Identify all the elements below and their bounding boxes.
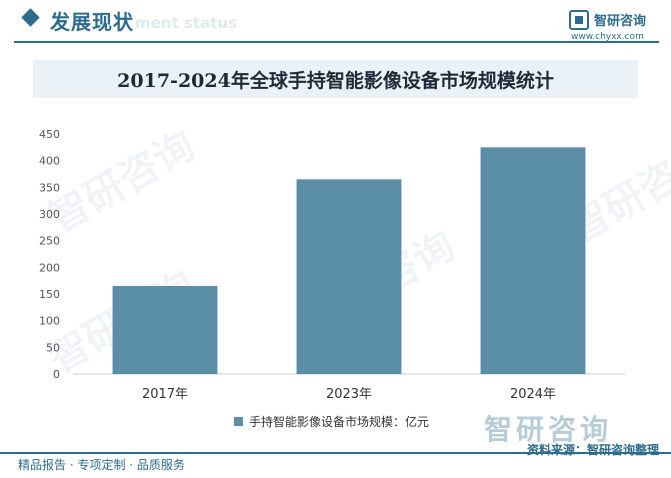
chart-title: 2017-2024年全球手持智能影像设备市场规模统计 (117, 69, 554, 92)
legend: 手持智能影像设备市场规模：亿元 (234, 413, 429, 430)
x-tick-label: 2024年 (510, 387, 556, 402)
brand: 智研咨询 www.chyxx.com (569, 8, 669, 42)
x-tick-label: 2017年 (142, 387, 188, 402)
legend-label: 手持智能影像设备市场规模：亿元 (249, 415, 430, 429)
y-tick-label: 300 (39, 208, 60, 221)
y-tick-label: 400 (39, 155, 60, 168)
x-tick-label: 2023年 (326, 387, 372, 402)
y-tick-label: 450 (39, 128, 60, 141)
y-tick-label: 0 (53, 368, 60, 381)
brand-url: www.chyxx.com (571, 32, 644, 42)
bar (112, 286, 218, 374)
y-tick-label: 200 (39, 261, 60, 274)
brand-logo-icon (569, 10, 589, 30)
y-tick-label: 50 (46, 341, 60, 354)
y-tick-label: 100 (39, 315, 60, 328)
bar (296, 179, 402, 374)
header-divider (14, 41, 659, 43)
section-subtitle: ment status (135, 14, 237, 32)
bar (480, 147, 586, 374)
y-tick-label: 250 (39, 235, 60, 248)
brand-name: 智研咨询 (594, 14, 647, 29)
footer-tagline: 精品报告 · 专项定制 · 品质服务 (18, 458, 185, 472)
footer-divider (0, 452, 671, 454)
footer-brand-watermark: 智研咨询 (484, 413, 613, 446)
source-note: 资料来源：智研咨询整理 (526, 443, 659, 457)
header: ment status 发展现状 智研咨询 www.chyxx.com (0, 0, 671, 44)
chart-title-box: 2017-2024年全球手持智能影像设备市场规模统计 (33, 60, 638, 98)
y-tick-label: 350 (39, 181, 60, 194)
section-title: 发展现状 (50, 10, 134, 34)
y-tick-label: 150 (39, 288, 60, 301)
legend-swatch (234, 417, 243, 426)
